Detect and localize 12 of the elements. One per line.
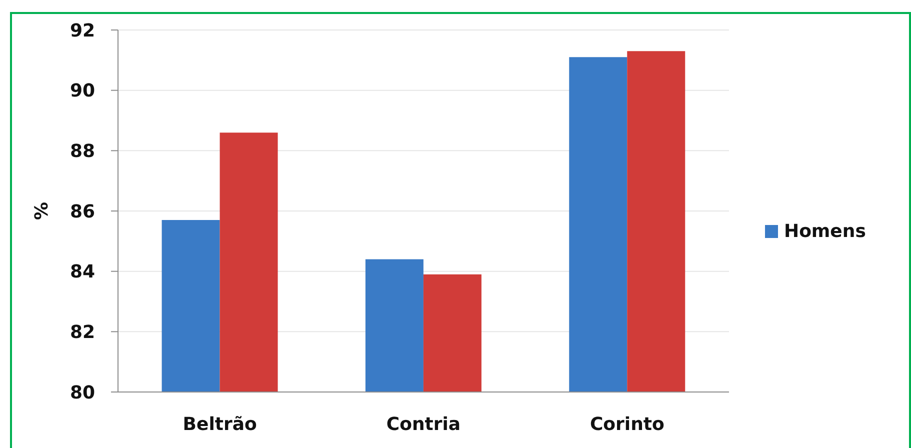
y-tick-label: 84: [70, 262, 95, 283]
legend-label: Homens: [784, 221, 866, 242]
x-tick-label: Beltrão: [182, 414, 257, 435]
y-tick-label: 82: [70, 322, 95, 344]
y-tick-label: 92: [70, 20, 95, 42]
y-tick-label: 80: [70, 382, 95, 404]
y-tick-label: 90: [70, 80, 95, 102]
y-axis-title: %: [32, 202, 52, 220]
x-tick-label: Contria: [386, 414, 461, 435]
x-tick-label: Corinto: [590, 414, 664, 435]
y-tick-label: 86: [70, 201, 95, 222]
y-tick-label: 88: [70, 141, 95, 162]
